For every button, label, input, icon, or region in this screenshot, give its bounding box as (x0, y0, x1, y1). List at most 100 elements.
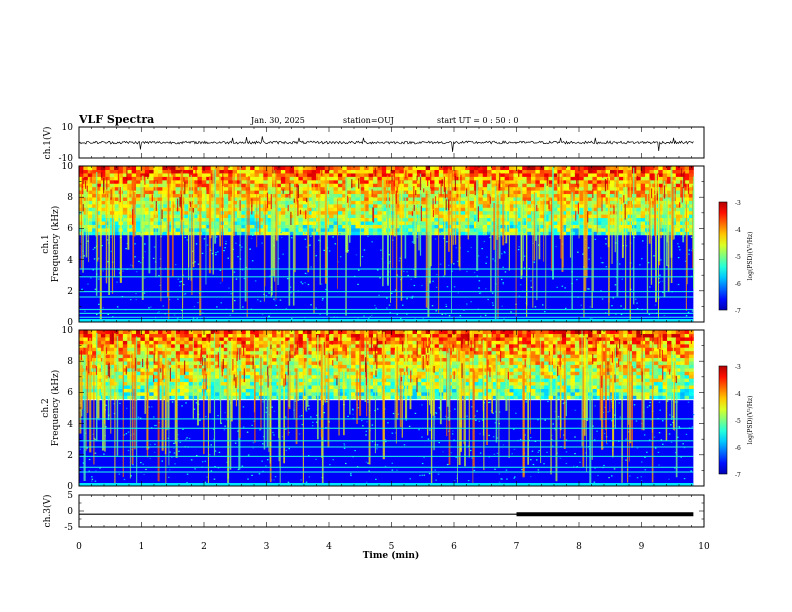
spectrogram-cell (206, 203, 212, 208)
spectrogram-cell (570, 176, 576, 181)
spectrogram-cell (469, 190, 475, 195)
spectrogram-cell (320, 214, 326, 219)
spectrogram-speckle (446, 286, 449, 288)
spectrogram-cell (166, 354, 172, 359)
spectrogram-cell (197, 364, 203, 369)
spectrogram-cell (421, 166, 427, 171)
spectrogram-cell (223, 193, 229, 198)
spectrogram-cell (351, 388, 356, 393)
spectrogram-cell (408, 193, 413, 198)
spectrogram-cell (346, 371, 352, 376)
spectrogram-cell (250, 231, 255, 236)
spectrogram-cell (263, 217, 269, 222)
spectrogram-cell (636, 183, 642, 188)
spectrogram-cell (610, 169, 615, 174)
spectrogram-speckle (334, 243, 337, 245)
spectrogram-cell (136, 190, 141, 195)
spectrogram-cell (482, 172, 488, 177)
spectrogram-cell (675, 169, 681, 174)
spectrogram-cell (136, 350, 141, 355)
spectrogram-cell (149, 343, 154, 348)
spectrogram-cell (447, 186, 453, 191)
spectrogram-spheric (685, 200, 687, 311)
spectrogram-cell (329, 169, 334, 174)
spectrogram-cell (561, 179, 567, 184)
spectrogram-speckle (605, 243, 607, 245)
spectrogram-cell (193, 330, 198, 335)
spectrogram-cell (122, 196, 128, 201)
spectrogram-cell (215, 183, 220, 188)
spectrogram-cell (544, 183, 549, 188)
spectrogram-cell (482, 186, 488, 191)
spectrogram-cell (92, 203, 97, 208)
spectrogram-cell (153, 350, 159, 355)
spectrogram-cell (491, 183, 497, 188)
spectrogram-cell (359, 354, 365, 359)
spectrogram-cell (258, 172, 264, 177)
spectrogram-cell (184, 200, 190, 205)
spectrogram-cell (377, 231, 383, 236)
spectrogram-speckle (660, 259, 662, 261)
spectrogram-cell (245, 169, 251, 174)
spectrogram-cell (548, 186, 554, 191)
spectrogram-cell (153, 340, 159, 345)
spectrogram-cell (105, 330, 111, 335)
spectrogram-cell (333, 360, 339, 365)
spectrogram-cell (504, 176, 510, 181)
spectrogram-cell (114, 220, 119, 225)
spectrogram-cell (421, 210, 427, 215)
spectrogram-cell (92, 172, 97, 177)
spectrogram-cell (193, 336, 198, 341)
spectrogram-cell (298, 381, 304, 386)
spectrogram-cell (109, 388, 115, 393)
spectrogram-cell (294, 169, 299, 174)
spectrogram-cell (526, 224, 532, 229)
spectrogram-cell (201, 220, 207, 225)
spectrogram-cell (285, 172, 291, 177)
spectrogram-cell (140, 172, 146, 177)
spectrogram-cell (364, 176, 370, 181)
spectrogram-speckle (367, 235, 369, 237)
spectrogram-cell (509, 190, 514, 195)
spectrogram-cell (294, 350, 299, 355)
spectrogram-speckle (478, 292, 481, 294)
spectrogram-spheric (467, 183, 469, 240)
spectrogram-cell (298, 183, 304, 188)
spectrogram-speckle (101, 245, 103, 247)
spectrogram-cell (373, 224, 378, 229)
spectrogram-cell (522, 176, 528, 181)
spectrogram-cell (105, 193, 111, 198)
spectrogram-cell (430, 193, 435, 198)
spectrogram-cell (149, 217, 154, 222)
spectrogram-cell (206, 193, 212, 198)
spectrogram-cell (188, 384, 194, 389)
spectrogram-cell (136, 166, 141, 171)
spectrogram-cell (368, 203, 374, 208)
spectrogram-speckle (230, 293, 232, 295)
spectrogram-hot-spot (681, 186, 683, 203)
spectrogram-cell (294, 336, 299, 341)
spectrogram-cell (438, 166, 444, 171)
spectrogram-cell (127, 371, 133, 376)
spectrogram-cell (162, 196, 168, 201)
spectrogram-cell (452, 227, 457, 232)
spectrogram-cell (333, 179, 339, 184)
spectrogram-cell (469, 179, 475, 184)
spectrogram-cell (588, 169, 593, 174)
spectrogram-cell (162, 203, 168, 208)
spectrogram-cell (610, 166, 615, 171)
spectrogram-cell (522, 166, 528, 171)
spectrogram-cell (175, 217, 181, 222)
spectrogram-cell (307, 391, 312, 396)
spectrogram-cell (434, 227, 440, 232)
spectrogram-cell (162, 183, 168, 188)
spectrogram-cell (144, 231, 150, 236)
spectrogram-cell (223, 384, 229, 389)
spectrogram-cell (570, 172, 576, 177)
spectrogram-cell (184, 364, 190, 369)
spectrogram-spheric (648, 178, 651, 244)
spectrogram-cell (263, 166, 269, 171)
spectrogram-cell (368, 381, 374, 386)
spectrogram-cell (487, 207, 492, 212)
spectrogram-cell (482, 214, 488, 219)
